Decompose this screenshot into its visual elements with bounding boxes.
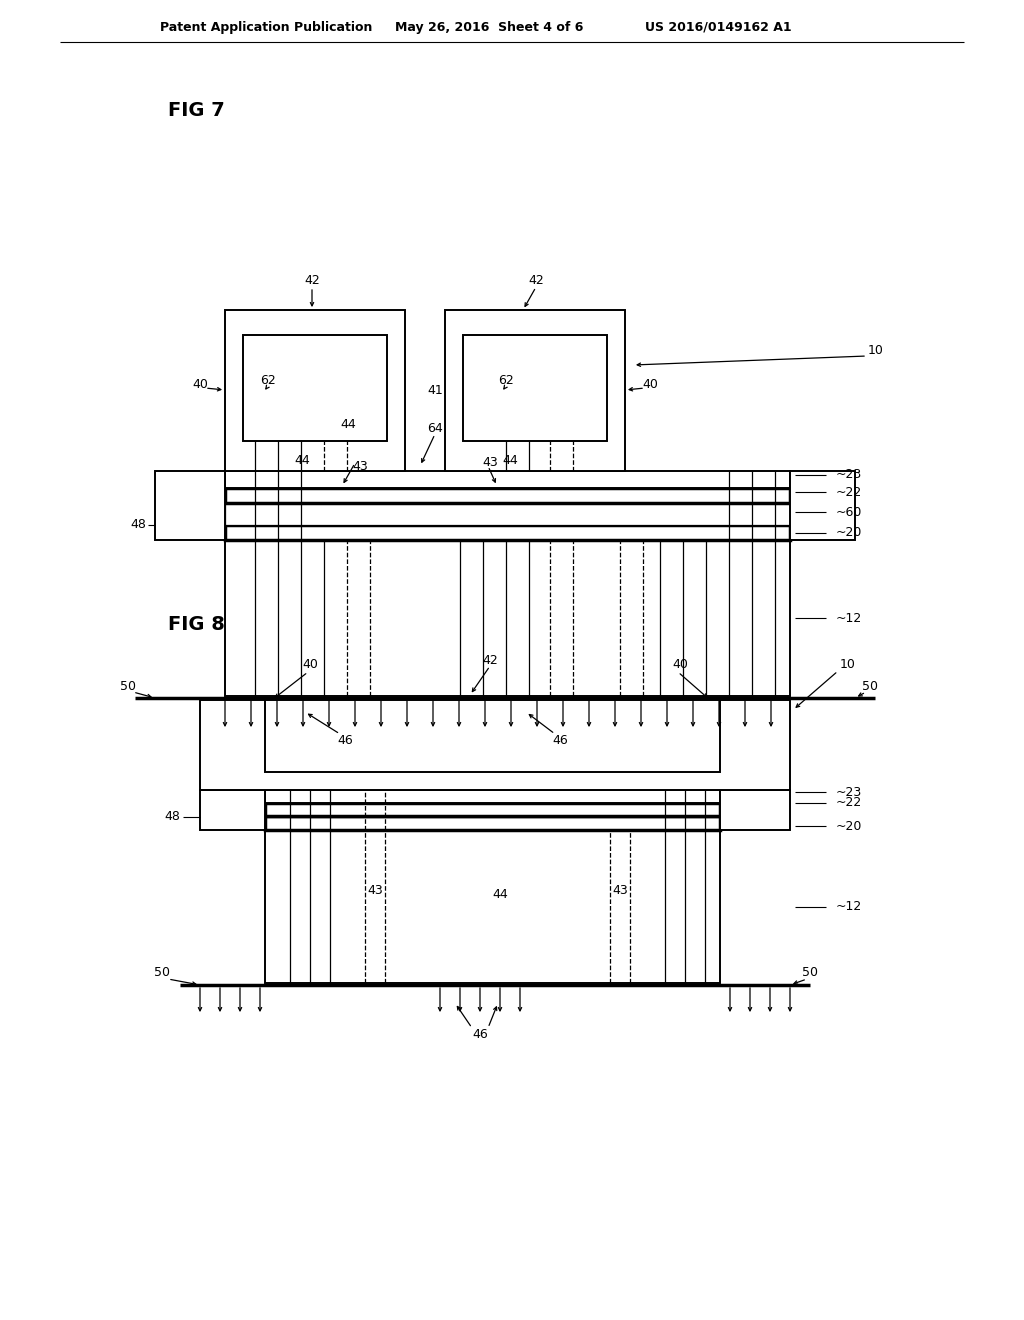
Text: 43: 43 <box>612 883 628 896</box>
Text: 40: 40 <box>642 378 658 391</box>
Text: 48: 48 <box>164 810 180 822</box>
Text: 43: 43 <box>482 455 498 469</box>
Text: 42: 42 <box>528 273 544 286</box>
Bar <box>225 525 790 540</box>
Bar <box>790 471 855 540</box>
Text: 40: 40 <box>193 378 208 391</box>
Text: May 26, 2016  Sheet 4 of 6: May 26, 2016 Sheet 4 of 6 <box>395 21 584 33</box>
Text: 40: 40 <box>672 659 688 672</box>
Bar <box>265 789 720 803</box>
Text: 46: 46 <box>552 734 568 747</box>
Text: 10: 10 <box>840 659 856 672</box>
Text: 50: 50 <box>154 966 170 979</box>
Bar <box>463 335 607 441</box>
Text: Patent Application Publication: Patent Application Publication <box>160 21 373 33</box>
Text: ~22: ~22 <box>836 486 862 499</box>
Bar <box>225 540 790 696</box>
Text: FIG 8: FIG 8 <box>168 615 225 635</box>
Text: 41: 41 <box>427 384 442 396</box>
Text: ~12: ~12 <box>836 611 862 624</box>
Text: 62: 62 <box>260 374 275 387</box>
Text: ~22: ~22 <box>836 796 862 809</box>
Text: 42: 42 <box>482 653 498 667</box>
Text: ~23: ~23 <box>836 785 862 799</box>
Bar <box>225 310 406 471</box>
Text: 43: 43 <box>352 461 368 474</box>
Bar <box>225 488 790 503</box>
Bar <box>200 700 790 789</box>
Text: 44: 44 <box>502 454 518 466</box>
Text: 44: 44 <box>493 888 508 902</box>
Bar <box>243 335 387 441</box>
Text: 50: 50 <box>862 680 878 693</box>
Text: ~20: ~20 <box>836 820 862 833</box>
Bar <box>265 816 720 830</box>
Text: ~20: ~20 <box>836 525 862 539</box>
Text: 40: 40 <box>302 659 317 672</box>
Text: 44: 44 <box>294 454 310 466</box>
Text: 48: 48 <box>130 519 146 532</box>
Text: ~23: ~23 <box>836 469 862 482</box>
Text: ~60: ~60 <box>836 506 862 519</box>
Bar <box>720 789 790 830</box>
Bar <box>265 830 720 983</box>
Text: 64: 64 <box>427 421 442 434</box>
Text: 46: 46 <box>337 734 353 747</box>
Text: ~12: ~12 <box>836 900 862 913</box>
Text: 50: 50 <box>802 966 818 979</box>
Bar <box>445 310 625 471</box>
Bar <box>200 789 265 830</box>
Text: 42: 42 <box>304 273 319 286</box>
Bar <box>225 471 790 488</box>
Bar <box>225 503 790 525</box>
Text: 10: 10 <box>868 343 884 356</box>
Text: US 2016/0149162 A1: US 2016/0149162 A1 <box>645 21 792 33</box>
Bar <box>155 471 225 540</box>
Text: 46: 46 <box>472 1028 487 1041</box>
Text: FIG 7: FIG 7 <box>168 100 224 120</box>
Text: 44: 44 <box>340 418 356 432</box>
Bar <box>265 803 720 816</box>
Text: 43: 43 <box>368 883 383 896</box>
Bar <box>265 700 720 772</box>
Text: 62: 62 <box>498 374 514 387</box>
Text: 50: 50 <box>120 680 136 693</box>
